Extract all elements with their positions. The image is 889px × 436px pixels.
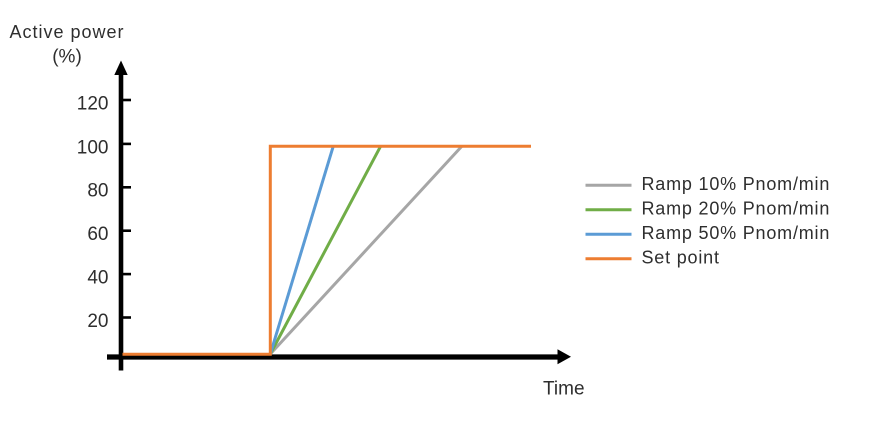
svg-text:120: 120: [77, 93, 109, 114]
svg-text:40: 40: [87, 268, 108, 289]
svg-text:Ramp 20% Pnom/min: Ramp 20% Pnom/min: [642, 199, 831, 219]
svg-text:Ramp 10% Pnom/min: Ramp 10% Pnom/min: [642, 174, 831, 194]
svg-text:Set point: Set point: [642, 248, 720, 268]
svg-text:20: 20: [87, 311, 108, 332]
svg-text:Active power: Active power: [9, 22, 124, 42]
svg-text:Time: Time: [543, 378, 585, 399]
svg-text:100: 100: [77, 137, 109, 158]
svg-text:Ramp 50% Pnom/min: Ramp 50% Pnom/min: [642, 223, 831, 243]
svg-text:(%): (%): [52, 47, 82, 68]
svg-text:80: 80: [87, 181, 108, 202]
svg-text:60: 60: [87, 224, 108, 245]
